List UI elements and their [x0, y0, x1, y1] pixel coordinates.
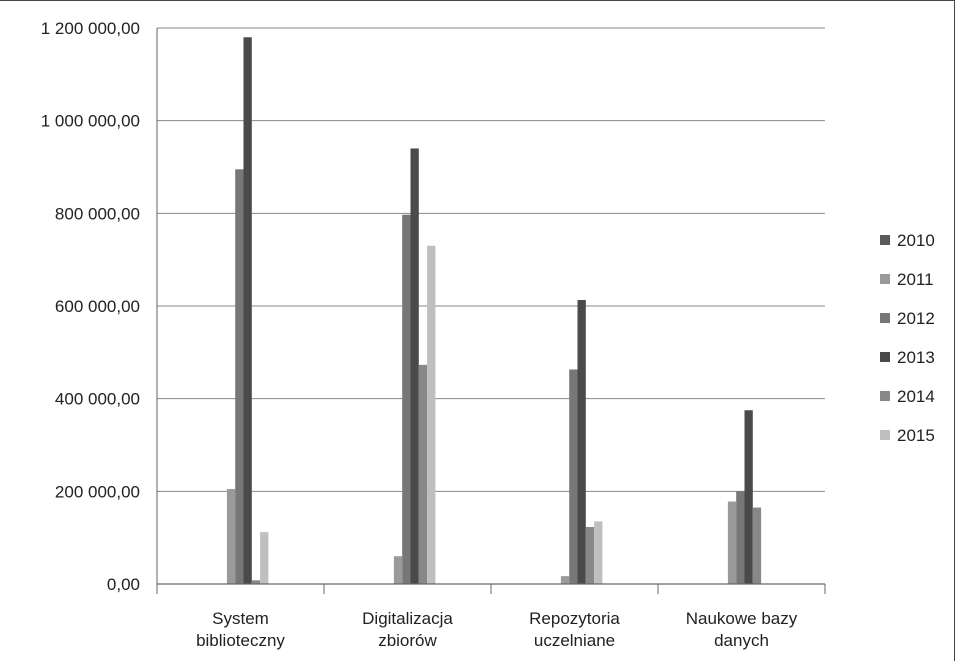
category-label: zbiorów	[378, 631, 437, 650]
bar-2014-0	[251, 580, 261, 584]
bar-2013-1	[410, 148, 419, 584]
y-tick-label: 800 000,00	[55, 204, 140, 223]
bar-2013-2	[577, 299, 586, 584]
legend-swatch-2011	[880, 274, 890, 284]
bar-2011-0	[226, 489, 236, 584]
category-label: uczelniane	[534, 631, 615, 650]
y-tick-label: 400 000,00	[55, 390, 140, 409]
bar-2013-0	[243, 37, 252, 585]
bar-2015-1	[427, 245, 436, 584]
legend-swatch-2010	[880, 235, 890, 245]
legend-label: 2013	[897, 348, 935, 367]
bar-2011-1	[393, 556, 403, 584]
y-axis-ticks: 0,00 200 000,00 400 000,00 600 000,00 800 00…	[41, 19, 158, 594]
legend: 2010 2011 2012 2013 2014 2015	[880, 231, 935, 445]
y-tick-label: 1 000 000,00	[41, 112, 140, 131]
bar-2014-1	[418, 364, 428, 584]
bar-2014-2	[585, 527, 595, 584]
legend-label: 2012	[897, 309, 935, 328]
y-tick-label: 200 000,00	[55, 482, 140, 501]
bar-2011-2	[560, 576, 570, 584]
legend-swatch-2012	[880, 313, 890, 323]
gridlines	[157, 27, 825, 585]
category-label: System	[212, 609, 269, 628]
bar-2015-2	[594, 521, 603, 584]
legend-label: 2011	[897, 270, 934, 289]
legend-label: 2014	[897, 387, 935, 406]
legend-swatch-2013	[880, 352, 890, 362]
y-tick-label: 0,00	[107, 575, 140, 594]
x-axis: System biblioteczny Digitalizacja zbiorów Re…	[156, 583, 826, 650]
bar-2012-0	[235, 169, 244, 585]
legend-swatch-2015	[880, 430, 890, 440]
bar-2015-0	[260, 532, 269, 584]
bar-2012-2	[569, 369, 578, 584]
bars	[226, 37, 762, 585]
legend-swatch-2014	[880, 391, 890, 401]
bar-2012-3	[736, 491, 745, 584]
bar-2012-1	[402, 214, 411, 584]
bar-2011-3	[727, 501, 737, 584]
bar-2014-3	[752, 507, 762, 584]
category-label: danych	[714, 631, 769, 650]
legend-label: 2015	[897, 426, 935, 445]
category-label: Repozytoria	[529, 609, 620, 628]
y-tick-label: 600 000,00	[55, 297, 140, 316]
category-label: Naukowe bazy	[686, 609, 798, 628]
bar-2013-3	[744, 410, 753, 584]
y-tick-label: 1 200 000,00	[41, 19, 140, 38]
legend-label: 2010	[897, 231, 935, 250]
category-label: biblioteczny	[196, 631, 285, 650]
category-label: Digitalizacja	[362, 609, 453, 628]
